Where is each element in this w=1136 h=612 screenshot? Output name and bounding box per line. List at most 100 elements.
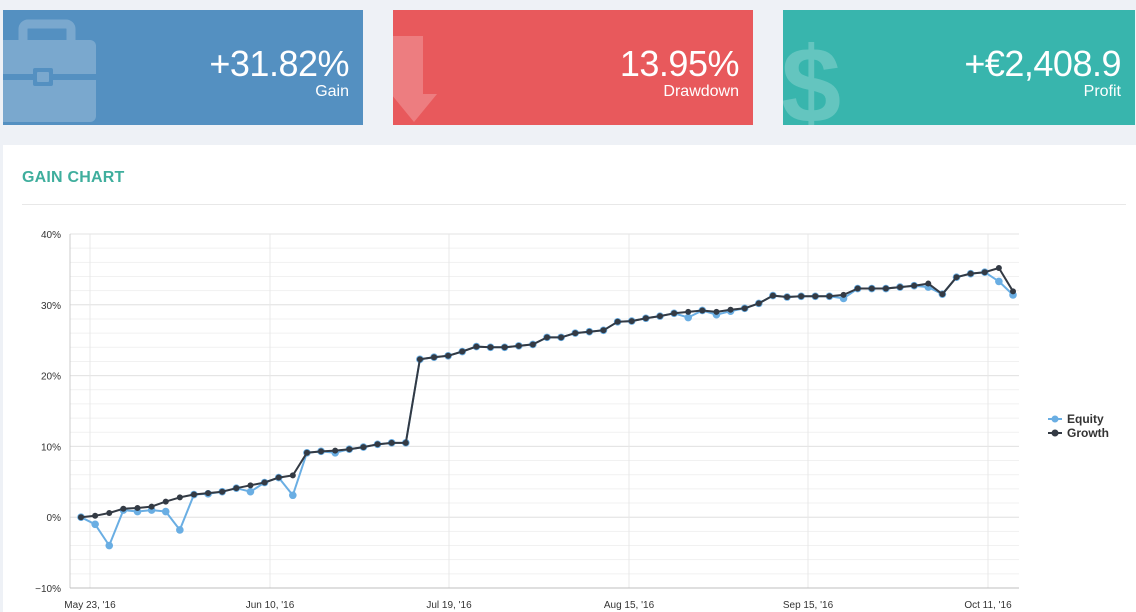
gain-label: Gain [315, 83, 349, 100]
data-point-growth [92, 512, 99, 519]
gain-card: +31.82% Gain [3, 10, 363, 125]
data-point-equity [995, 277, 1003, 286]
data-point-growth [699, 307, 706, 314]
data-point-equity [176, 526, 184, 534]
data-point-growth [487, 344, 494, 351]
data-point-equity [105, 541, 114, 550]
data-point-growth [374, 441, 381, 448]
y-tick-label: −10% [35, 584, 61, 595]
data-point-growth [897, 284, 904, 291]
profit-label: Profit [1083, 83, 1121, 100]
data-point-growth [190, 491, 197, 498]
data-point-growth [544, 334, 550, 341]
data-point-growth [939, 291, 946, 298]
x-tick-label: Sep 15, '16 [783, 600, 834, 611]
gain-chart: May 23, '16 Jun 10, '16 Jul 19, '16 Aug 15,… [35, 230, 1109, 611]
legend-marker [1051, 415, 1059, 423]
drawdown-value: 13.95% [619, 43, 740, 84]
data-point-growth [388, 439, 395, 446]
data-point-growth [78, 514, 84, 521]
panel-title: GAIN CHART [22, 169, 125, 186]
legend-label: Growth [1067, 426, 1109, 440]
data-point-growth [953, 274, 960, 281]
data-point-growth [840, 291, 847, 298]
data-point-growth [303, 449, 310, 456]
data-point-growth [205, 490, 212, 497]
data-point-growth [755, 300, 762, 307]
data-point-growth [558, 334, 565, 341]
data-point-growth [784, 294, 791, 301]
data-point-growth [882, 285, 889, 292]
dollar-icon: $ [783, 24, 841, 125]
drawdown-label: Drawdown [663, 83, 739, 100]
y-tick-label: 40% [41, 230, 61, 241]
data-point-growth [981, 269, 988, 276]
data-point-growth [515, 342, 522, 349]
data-point-growth [798, 293, 805, 300]
drawdown-card: 13.95% Drawdown [393, 10, 753, 125]
arrow-down-icon [393, 36, 437, 122]
data-point-growth [318, 448, 325, 455]
legend-label: Equity [1067, 412, 1104, 426]
data-point-growth [431, 354, 438, 361]
data-point-growth [727, 306, 734, 313]
data-point-growth [529, 341, 536, 348]
data-point-equity [91, 520, 99, 529]
briefcase-icon [3, 19, 96, 122]
x-tick-label: Jun 10, '16 [246, 600, 295, 611]
data-point-growth [134, 504, 141, 511]
data-point-growth [261, 479, 268, 486]
gain-value: +31.82% [209, 43, 349, 84]
data-point-growth [586, 328, 593, 335]
data-point-growth [925, 280, 932, 287]
y-tick-label: 20% [41, 372, 61, 383]
data-point-growth [501, 344, 508, 351]
data-point-growth [812, 293, 819, 300]
data-point-equity [246, 487, 255, 496]
data-point-growth [360, 444, 367, 451]
data-point-growth [120, 505, 127, 512]
data-point-growth [967, 270, 974, 277]
data-point-growth [656, 313, 663, 320]
data-point-growth [769, 292, 776, 299]
data-point-growth [346, 446, 353, 453]
svg-text:$: $ [783, 24, 841, 125]
data-point-growth [600, 327, 607, 334]
data-point-growth [572, 330, 579, 337]
data-point-growth [995, 264, 1002, 271]
gain-chart-panel: GAIN CHART May 23, '16 Jun 10, '16 Jul 19,… [3, 145, 1136, 612]
data-point-growth [1010, 288, 1016, 295]
data-point-growth [402, 439, 409, 446]
y-tick-label: 30% [41, 301, 61, 312]
data-point-growth [628, 318, 635, 325]
data-point-equity [684, 313, 693, 322]
profit-value: +€2,408.9 [964, 43, 1121, 84]
data-point-growth [233, 485, 240, 492]
data-point-growth [642, 315, 649, 322]
data-point-growth [459, 348, 466, 355]
data-point-growth [741, 305, 748, 312]
data-point-growth [911, 282, 918, 289]
data-point-growth [826, 293, 833, 300]
data-point-growth [614, 318, 621, 325]
data-point-growth [671, 310, 678, 317]
y-tick-label: 10% [41, 442, 61, 453]
data-point-growth [854, 285, 861, 292]
data-point-growth [473, 343, 480, 350]
data-point-growth [176, 494, 183, 501]
x-tick-label: Jul 19, '16 [426, 600, 472, 611]
x-tick-label: May 23, '16 [64, 600, 116, 611]
panel-divider [22, 204, 1126, 205]
data-point-growth [416, 356, 423, 363]
data-point-growth [332, 447, 339, 454]
data-point-growth [247, 482, 254, 489]
data-point-growth [713, 308, 720, 315]
legend-marker [1051, 429, 1059, 437]
data-point-growth [275, 474, 282, 481]
data-point-growth [106, 509, 113, 516]
data-point-growth [148, 503, 155, 510]
plot-area [70, 234, 1019, 588]
profit-card: $ +€2,408.9 Profit [783, 10, 1135, 125]
data-point-growth [868, 285, 875, 292]
y-tick-label: 0% [47, 513, 62, 524]
